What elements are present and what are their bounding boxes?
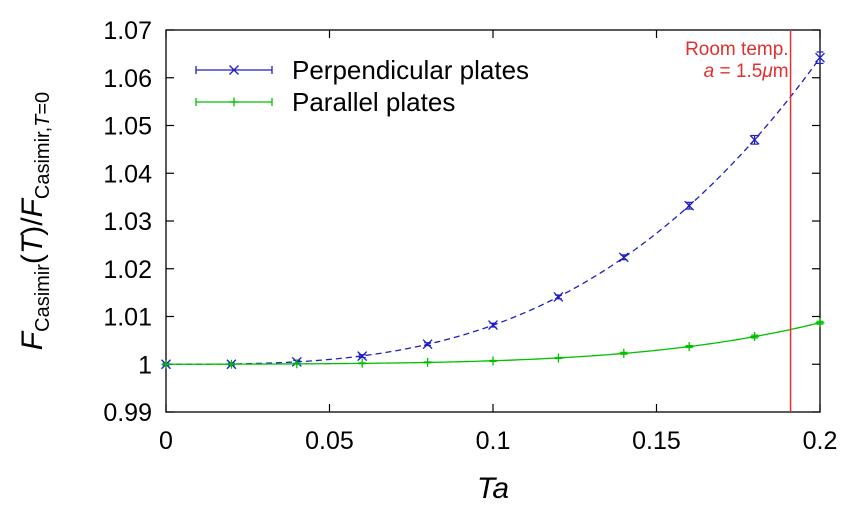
legend-marker-parallel <box>229 97 239 107</box>
y-label-arg-t: T <box>16 233 49 254</box>
legend-marker-perpendicular <box>229 65 239 75</box>
y-tick-label: 1 <box>138 351 152 379</box>
axes-group <box>165 29 821 413</box>
separation-mu: μ <box>761 61 773 82</box>
fit-curves-group <box>166 57 821 365</box>
point-perpendicular-b <box>815 52 825 63</box>
y-axis-label: FCasimir(T)/FCasimir,T=0 <box>16 92 54 350</box>
y-label-arg-close: ) <box>16 226 49 236</box>
x-tick-label: 0 <box>159 427 173 455</box>
y-label-sub1: Casimir <box>32 264 54 332</box>
y-label-slash: / <box>16 217 49 226</box>
x-tick-label: 0.15 <box>632 427 681 455</box>
y-tick-label: 1.03 <box>103 208 152 236</box>
y-label-sub2: Casimir, <box>32 127 54 199</box>
data-marks-group <box>161 51 825 370</box>
y-tick-label: 1.05 <box>103 113 152 141</box>
separation-value: = 1.5 <box>714 61 762 82</box>
point-perpendicular-b <box>357 351 368 362</box>
point-perpendicular-b <box>488 320 498 331</box>
ticks-group: 0 0.05 0.1 0.15 0.2 0.99 1 1.01 1.02 1.03 1.04 1.05… <box>103 17 837 455</box>
point-perpendicular-b <box>618 252 629 263</box>
separation-unit: m <box>773 61 789 82</box>
separation-label: a = 1.5μm <box>704 61 789 82</box>
y-tick-label: 1.06 <box>103 65 152 93</box>
legend: Perpendicular plates Parallel plates <box>195 55 529 117</box>
legend-label-parallel: Parallel plates <box>292 87 455 117</box>
x-tick-label: 0.1 <box>476 427 511 455</box>
plot-frame <box>165 29 821 413</box>
leg1-marker-b <box>229 65 239 75</box>
point-perpendicular-b <box>422 339 433 350</box>
fit-curve-perpendicular <box>166 57 821 365</box>
point-perpendicular-b <box>684 200 695 211</box>
point-perpendicular-b <box>749 134 760 145</box>
y-tick-label: 1.02 <box>103 256 152 284</box>
y-tick-label: 1.04 <box>103 160 152 188</box>
x-tick-label: 0.05 <box>305 427 354 455</box>
y-tick-label: 1.01 <box>103 304 152 332</box>
x-tick-label: 0.2 <box>803 427 838 455</box>
separation-var: a <box>704 61 715 82</box>
y-label-sub2-tail: =0 <box>32 92 54 115</box>
y-tick-label: 0.99 <box>103 399 152 427</box>
y-label-f2: F <box>16 197 49 217</box>
point-perpendicular-b <box>553 291 564 302</box>
room-temp-label: Room temp. <box>685 39 788 60</box>
y-tick-label: 1.07 <box>103 17 152 45</box>
y-label-arg-open: ( <box>16 254 49 264</box>
y-label-f1: F <box>16 330 49 350</box>
x-axis-label: Ta <box>477 472 509 505</box>
legend-label-perpendicular: Perpendicular plates <box>292 55 529 85</box>
y-label-sub2-t: T <box>32 113 54 127</box>
